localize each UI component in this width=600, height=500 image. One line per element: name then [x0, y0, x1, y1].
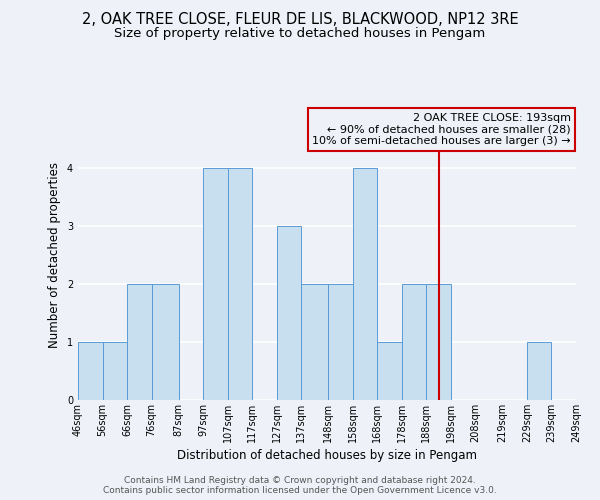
Text: 2, OAK TREE CLOSE, FLEUR DE LIS, BLACKWOOD, NP12 3RE: 2, OAK TREE CLOSE, FLEUR DE LIS, BLACKWO… — [82, 12, 518, 28]
X-axis label: Distribution of detached houses by size in Pengam: Distribution of detached houses by size … — [177, 449, 477, 462]
Bar — [427, 284, 451, 400]
Text: Size of property relative to detached houses in Pengam: Size of property relative to detached ho… — [115, 28, 485, 40]
Text: Contains HM Land Registry data © Crown copyright and database right 2024.
Contai: Contains HM Land Registry data © Crown c… — [103, 476, 497, 495]
Bar — [152, 284, 179, 400]
Bar — [377, 342, 402, 400]
Bar — [277, 226, 301, 400]
Bar — [127, 284, 152, 400]
Bar — [301, 284, 328, 400]
Text: 2 OAK TREE CLOSE: 193sqm
← 90% of detached houses are smaller (28)
10% of semi-d: 2 OAK TREE CLOSE: 193sqm ← 90% of detach… — [313, 113, 571, 146]
Bar — [78, 342, 103, 400]
Bar — [527, 342, 551, 400]
Bar — [328, 284, 353, 400]
Bar — [203, 168, 227, 400]
Bar — [103, 342, 127, 400]
Bar — [353, 168, 377, 400]
Bar — [402, 284, 427, 400]
Y-axis label: Number of detached properties: Number of detached properties — [49, 162, 61, 348]
Bar — [227, 168, 252, 400]
